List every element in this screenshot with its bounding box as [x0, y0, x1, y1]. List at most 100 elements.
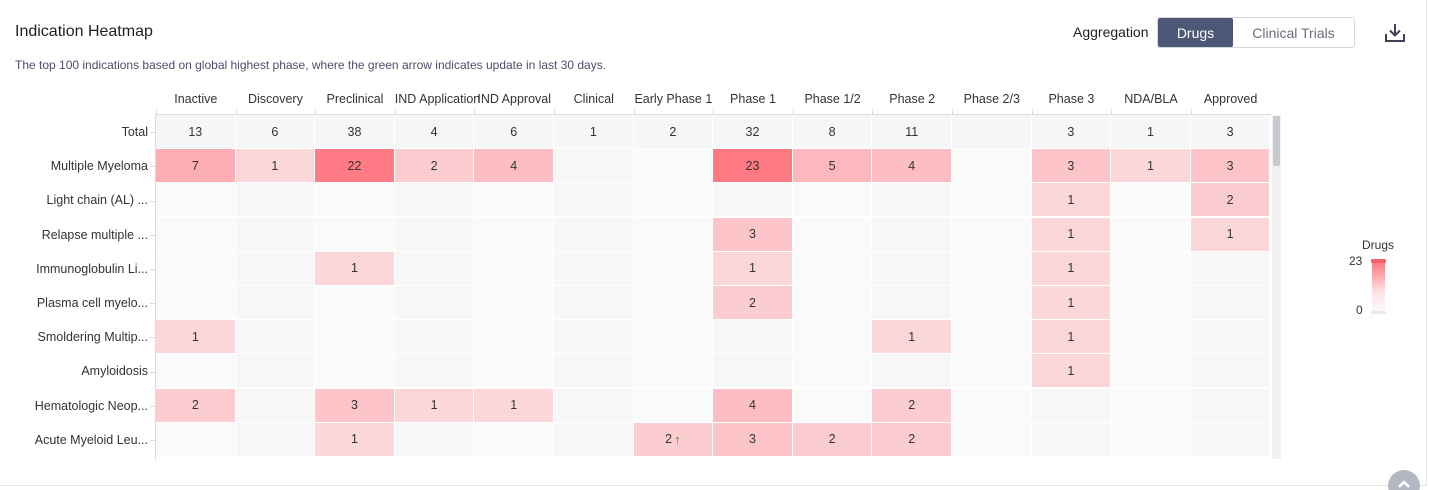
arrow-up-icon[interactable]	[1388, 470, 1420, 490]
heatmap-cell[interactable]	[1111, 320, 1191, 355]
heatmap-cell[interactable]	[554, 422, 634, 457]
heatmap-cell[interactable]	[235, 183, 316, 218]
heatmap-cell[interactable]	[394, 354, 475, 389]
heatmap-cell[interactable]	[872, 251, 952, 286]
heatmap-cell[interactable]: 1	[1031, 320, 1112, 355]
heatmap-cell[interactable]	[1111, 183, 1191, 218]
heatmap-cell[interactable]	[235, 388, 316, 423]
heatmap-cell[interactable]	[315, 183, 395, 218]
heatmap-cell[interactable]	[1111, 286, 1191, 320]
heatmap-cell[interactable]: 1	[1031, 183, 1112, 218]
heatmap-cell[interactable]	[633, 354, 714, 389]
heatmap-cell[interactable]: 1	[315, 251, 395, 286]
heatmap-cell[interactable]	[1190, 354, 1271, 389]
heatmap-cell[interactable]: 3	[713, 422, 793, 457]
legend-handle-top[interactable]	[1371, 259, 1386, 263]
heatmap-cell[interactable]: 6	[474, 115, 554, 149]
heatmap-cell[interactable]	[394, 217, 475, 252]
heatmap-cell[interactable]	[1190, 422, 1271, 457]
heatmap-cell[interactable]	[394, 422, 475, 457]
heatmap-cell[interactable]	[394, 183, 475, 218]
heatmap-cell[interactable]	[235, 251, 316, 286]
heatmap-cell[interactable]: 4	[394, 115, 475, 149]
heatmap-cell[interactable]	[156, 183, 236, 218]
heatmap-cell[interactable]	[235, 354, 316, 389]
heatmap-cell[interactable]: 23	[713, 149, 793, 184]
heatmap-cell[interactable]	[554, 251, 634, 286]
heatmap-cell[interactable]	[633, 149, 714, 184]
heatmap-cell[interactable]	[1190, 286, 1271, 320]
heatmap-cell[interactable]	[792, 286, 873, 320]
heatmap-cell[interactable]	[156, 251, 236, 286]
heatmap-cell[interactable]: 3	[315, 388, 395, 423]
heatmap-cell[interactable]	[952, 251, 1032, 286]
heatmap-cell[interactable]: 4	[713, 388, 793, 423]
heatmap-cell[interactable]: 1	[1031, 217, 1112, 252]
heatmap-scrollbar-thumb[interactable]	[1273, 116, 1280, 166]
clinical-trials-toggle-button[interactable]: Clinical Trials	[1252, 24, 1335, 41]
heatmap-cell[interactable]: 2	[872, 388, 952, 423]
heatmap-cell[interactable]: 1	[872, 320, 952, 355]
heatmap-cell[interactable]	[872, 217, 952, 252]
heatmap-cell[interactable]	[1190, 388, 1271, 423]
heatmap-cell[interactable]	[315, 354, 395, 389]
heatmap-cell[interactable]: 13	[156, 115, 236, 149]
heatmap-cell[interactable]	[952, 354, 1032, 389]
heatmap-cell[interactable]	[1111, 251, 1191, 286]
heatmap-cell[interactable]	[474, 320, 554, 355]
heatmap-cell[interactable]: 3	[713, 217, 793, 252]
heatmap-cell[interactable]	[394, 251, 475, 286]
heatmap-cell[interactable]	[474, 183, 554, 218]
heatmap-cell[interactable]	[792, 251, 873, 286]
heatmap-cell[interactable]	[633, 183, 714, 218]
heatmap-cell[interactable]	[474, 354, 554, 389]
heatmap-cell[interactable]	[713, 354, 793, 389]
heatmap-cell[interactable]	[872, 354, 952, 389]
heatmap-cell[interactable]	[872, 286, 952, 320]
heatmap-cell[interactable]: 1	[1031, 286, 1112, 320]
heatmap-cell[interactable]	[1190, 251, 1271, 286]
heatmap-scrollbar[interactable]	[1272, 115, 1281, 459]
heatmap-cell[interactable]: 2	[713, 286, 793, 320]
heatmap-cell[interactable]: 1	[1111, 115, 1191, 149]
heatmap-cell[interactable]	[952, 183, 1032, 218]
heatmap-cell[interactable]: 3	[1190, 149, 1271, 184]
heatmap-cell[interactable]: 32	[713, 115, 793, 149]
heatmap-cell[interactable]	[554, 388, 634, 423]
heatmap-cell[interactable]: 3	[1190, 115, 1271, 149]
heatmap-cell[interactable]	[474, 217, 554, 252]
heatmap-cell[interactable]	[315, 320, 395, 355]
heatmap-cell[interactable]: 2	[792, 422, 873, 457]
heatmap-cell[interactable]	[1190, 320, 1271, 355]
heatmap-cell[interactable]: 1	[394, 388, 475, 423]
heatmap-cell[interactable]: 1	[474, 388, 554, 423]
heatmap-cell[interactable]	[554, 149, 634, 184]
heatmap-cell[interactable]	[394, 286, 475, 320]
heatmap-cell[interactable]	[235, 286, 316, 320]
download-icon[interactable]	[1383, 22, 1407, 44]
heatmap-cell[interactable]	[554, 217, 634, 252]
heatmap-cell[interactable]: 2 ↑	[633, 422, 714, 457]
heatmap-cell[interactable]: 1	[1031, 354, 1112, 389]
heatmap-cell[interactable]	[315, 217, 395, 252]
heatmap-cell[interactable]	[792, 320, 873, 355]
heatmap-cell[interactable]	[554, 354, 634, 389]
heatmap-cell[interactable]	[792, 354, 873, 389]
heatmap-cell[interactable]: 1	[713, 251, 793, 286]
heatmap-cell[interactable]	[1111, 422, 1191, 457]
heatmap-cell[interactable]	[713, 183, 793, 218]
heatmap-cell[interactable]: 2	[872, 422, 952, 457]
heatmap-cell[interactable]	[633, 217, 714, 252]
heatmap-cell[interactable]	[952, 388, 1032, 423]
heatmap-cell[interactable]	[235, 217, 316, 252]
heatmap-cell[interactable]	[633, 388, 714, 423]
heatmap-cell[interactable]	[713, 320, 793, 355]
heatmap-cell[interactable]	[633, 251, 714, 286]
heatmap-cell[interactable]: 1	[554, 115, 634, 149]
heatmap-cell[interactable]	[633, 320, 714, 355]
heatmap-cell[interactable]	[235, 422, 316, 457]
heatmap-cell[interactable]	[1031, 388, 1112, 423]
heatmap-cell[interactable]: 1	[1031, 251, 1112, 286]
heatmap-cell[interactable]	[156, 286, 236, 320]
heatmap-cell[interactable]: 38	[315, 115, 395, 149]
